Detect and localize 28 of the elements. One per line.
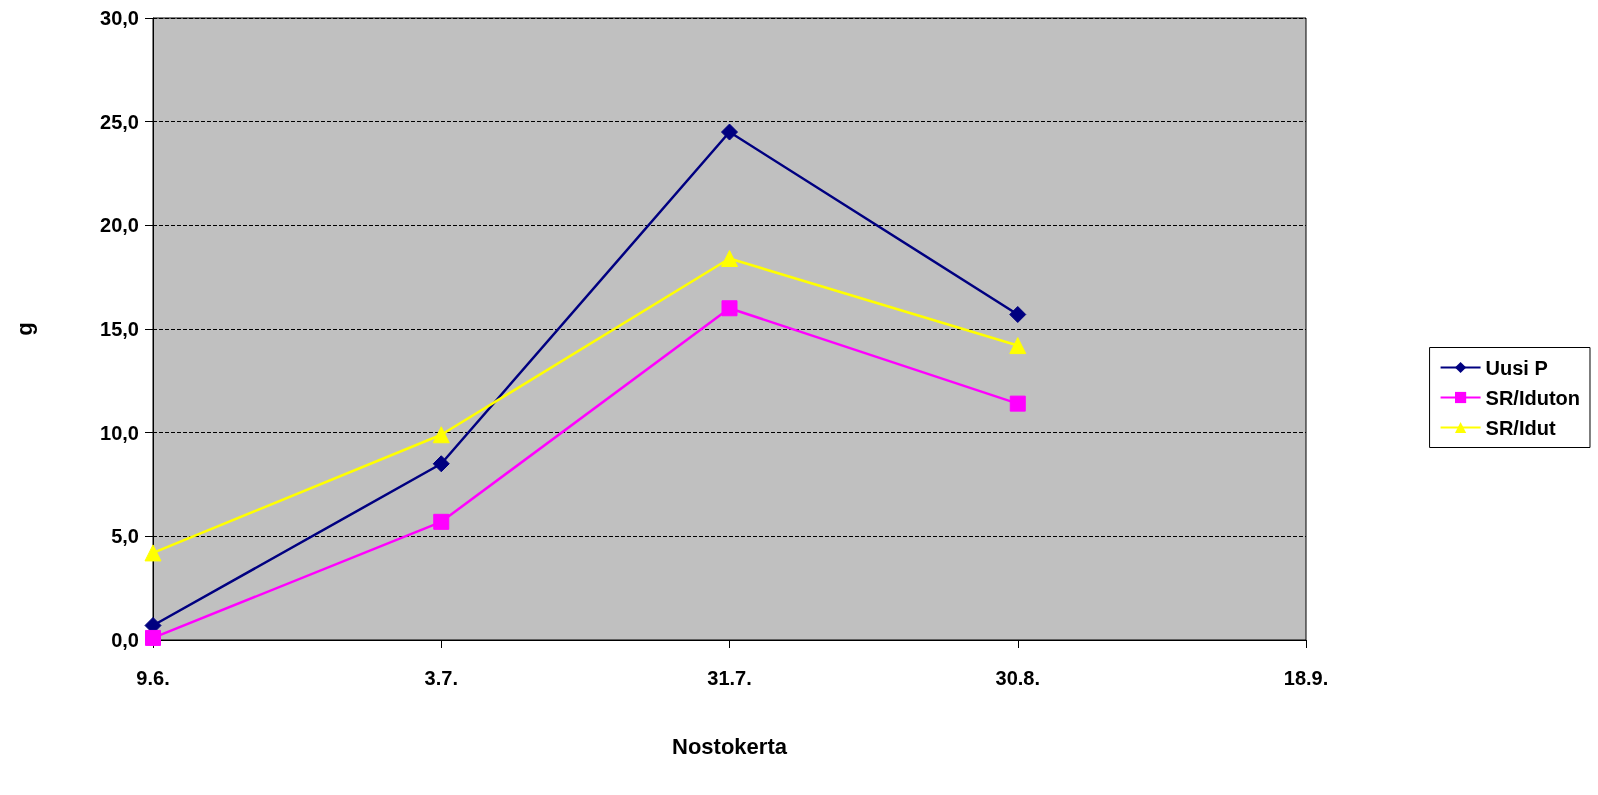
- point: [144, 544, 162, 562]
- x-tick-label: 9.6.: [136, 667, 170, 689]
- legend-label: Uusi P: [1485, 356, 1548, 379]
- point: [1009, 337, 1027, 355]
- point: [721, 123, 738, 141]
- x-tick-label: 3.7.: [424, 667, 458, 689]
- point: [432, 426, 450, 444]
- y-tick-label: 30,0: [100, 7, 139, 29]
- x-axis-title: Nostokerta: [672, 733, 788, 759]
- x-tick-label: 31.7.: [707, 667, 752, 689]
- legend-label: SR/Idut: [1485, 416, 1556, 439]
- point: [1009, 395, 1026, 412]
- point: [1009, 305, 1027, 323]
- y-tick-label: 20,0: [100, 214, 139, 237]
- x-tick-label: 18.9.: [1283, 667, 1329, 689]
- point: [432, 455, 450, 473]
- y-tick-label: 15,0: [100, 318, 139, 340]
- y-axis-title: g: [11, 322, 37, 336]
- y-tick-label: 0,0: [111, 629, 139, 651]
- point: [721, 250, 738, 268]
- y-tick-label: 25,0: [100, 110, 139, 133]
- point: [433, 513, 450, 530]
- y-tick-label: 5,0: [111, 525, 139, 548]
- legend-label: SR/Iduton: [1485, 386, 1581, 409]
- point: [145, 629, 161, 646]
- y-tick-label: 10,0: [100, 421, 139, 444]
- point: [721, 300, 738, 317]
- x-tick-label: 30.8.: [995, 667, 1040, 689]
